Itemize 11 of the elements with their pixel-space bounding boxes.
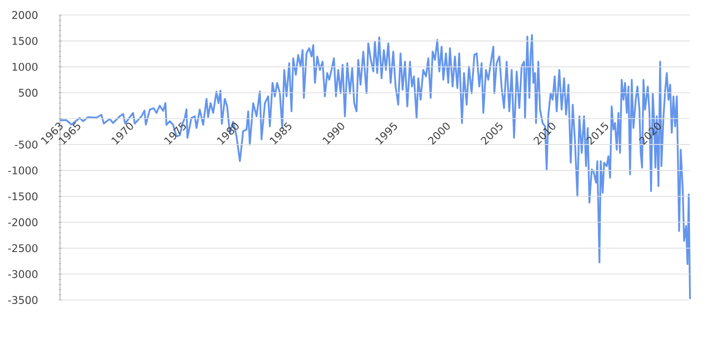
y-tick-label: -500 — [14, 140, 38, 149]
y-tick-label: -2000 — [8, 218, 38, 226]
y-tick-label: 1500 — [12, 36, 38, 45]
y-tick-label: -1500 — [8, 192, 38, 200]
y-tick-label: -3000 — [8, 270, 38, 278]
y-tick-label: 500 — [18, 88, 38, 97]
y-tick-label: -1000 — [8, 166, 38, 174]
y-tick-label: 1000 — [12, 62, 38, 71]
y-tick-label: 2000 — [12, 11, 38, 19]
y-tick-label: -3500 — [8, 296, 38, 304]
y-tick-label: -2500 — [8, 244, 38, 252]
